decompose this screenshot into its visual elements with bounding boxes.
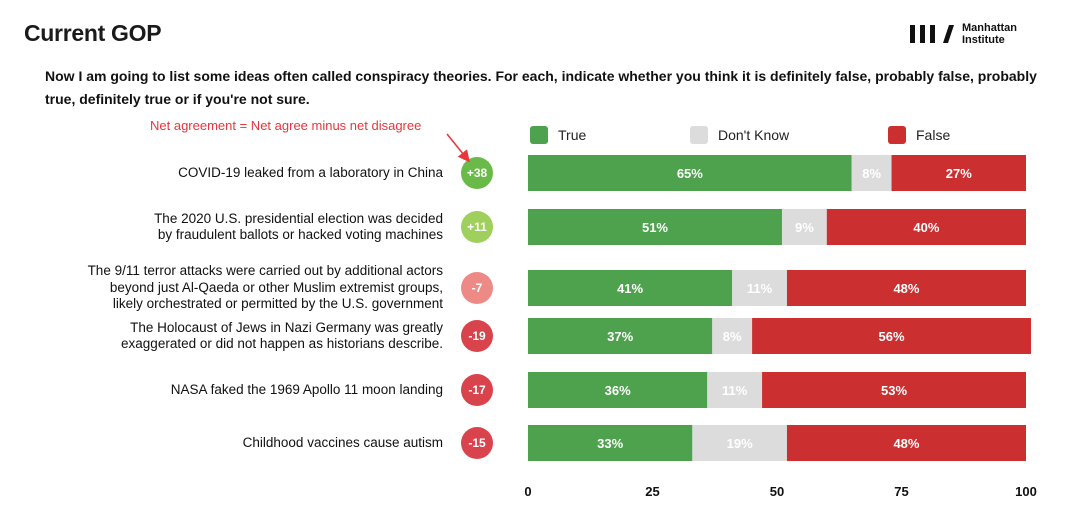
legend-swatch-dont-know [690,126,708,144]
bar-segment-true [528,155,852,191]
data-label-false: 56% [879,329,905,344]
legend-swatch-false [888,126,906,144]
net-agreement-badge: -17 [461,374,493,406]
annotation-arrow [446,133,470,163]
bar-segment-false [786,425,1026,461]
x-tick-label: 50 [770,484,784,499]
category-label-line: The 9/11 terror attacks were carried out… [87,263,443,279]
bar-segment-false [762,372,1026,408]
net-agreement-badge: -7 [461,272,493,304]
category-label: NASA faked the 1969 Apollo 11 moon landi… [3,382,443,399]
data-label-true: 41% [617,281,643,296]
net-agreement-badge: -19 [461,320,493,352]
data-label-false: 48% [893,436,919,451]
bar-segment-dont-know [781,209,827,245]
bar-segment-dont-know [692,425,787,461]
manhattan-institute-logo: Manhattan Institute [910,22,1017,46]
category-label-line: beyond just Al-Qaeda or other Muslim ext… [109,279,443,295]
category-label: The 2020 U.S. presidential election was … [3,211,443,244]
bar-segment-true [528,318,713,354]
legend-item-true: True [530,126,586,144]
category-label-line: The Holocaust of Jews in Nazi Germany wa… [130,319,443,335]
category-label-line: likely orchestrated or permitted by the … [112,296,443,312]
net-agreement-badge: -15 [461,427,493,459]
data-label-dont-know: 8% [862,166,881,181]
data-label-dont-know: 9% [795,220,814,235]
data-label-dont-know: 11% [722,383,748,398]
logo-bars-icon [910,25,954,43]
data-label-dont-know: 8% [723,329,742,344]
data-label-dont-know: 11% [747,281,773,296]
bar-segment-true [528,372,708,408]
x-tick-label: 25 [645,484,659,499]
category-label: COVID-19 leaked from a laboratory in Chi… [3,165,443,182]
category-label: Childhood vaccines cause autism [3,435,443,452]
legend-item-false: False [888,126,950,144]
bar-segment-dont-know [707,372,763,408]
bar-segment-dont-know [712,318,753,354]
category-label-line: COVID-19 leaked from a laboratory in Chi… [178,164,443,180]
category-label-line: NASA faked the 1969 Apollo 11 moon landi… [170,381,443,397]
category-label-line: Childhood vaccines cause autism [242,434,443,450]
logo-wordmark: Manhattan Institute [962,22,1017,46]
legend-item-dont-know: Don't Know [690,126,789,144]
bar-segment-true [528,270,733,306]
logo-line-2: Institute [962,34,1005,46]
data-label-dont-know: 19% [727,436,753,451]
data-label-true: 33% [597,436,623,451]
data-label-true: 65% [677,166,703,181]
data-label-true: 36% [605,383,631,398]
logo-line-1: Manhattan [962,22,1017,34]
data-label-true: 51% [642,220,668,235]
bar-segment-false [826,209,1026,245]
category-label-line: by fraudulent ballots or hacked voting m… [157,227,443,242]
legend-label-false: False [916,127,951,143]
bar-segment-false [891,155,1026,191]
bar-segment-dont-know [851,155,892,191]
chart-legend: True Don't Know False [0,126,1079,146]
legend-label-dont-know: Don't Know [718,127,790,143]
legend-label-true: True [558,127,587,143]
net-agreement-badge: +11 [461,211,493,243]
category-label-line: The 2020 U.S. presidential election was … [154,210,443,226]
legend-swatch-true [530,126,548,144]
x-tick-label: 0 [524,484,531,499]
bars: 65% 8% 27% 51% 9% 40% 41% 11% 48% 37% 8% 56% 36% 11% 5… [528,155,1031,461]
data-label-false: 53% [881,383,907,398]
category-label: The Holocaust of Jews in Nazi Germany wa… [3,320,443,353]
bar-segment-true [528,425,693,461]
net-agreement-note: Net agreement = Net agree minus net disa… [150,118,422,133]
data-label-false: 27% [946,166,972,181]
bar-segment-false [786,270,1026,306]
x-axis-ticks: 0 25 50 75 100 [524,484,1036,499]
category-label: The 9/11 terror attacks were carried out… [3,263,443,313]
x-tick-label: 75 [894,484,908,499]
page-title: Current GOP [24,20,162,46]
data-label-false: 48% [893,281,919,296]
data-label-false: 40% [913,220,939,235]
bar-segment-false [752,318,1031,354]
survey-question: Now I am going to list some ideas often … [45,68,1037,107]
category-label-line: exaggerated or did not happen as histori… [121,336,443,351]
bar-segment-dont-know [732,270,787,306]
x-tick-label: 100 [1015,484,1037,499]
annotation-arrow-line [446,133,470,163]
bar-segment-true [528,209,782,245]
data-label-true: 37% [607,329,633,344]
